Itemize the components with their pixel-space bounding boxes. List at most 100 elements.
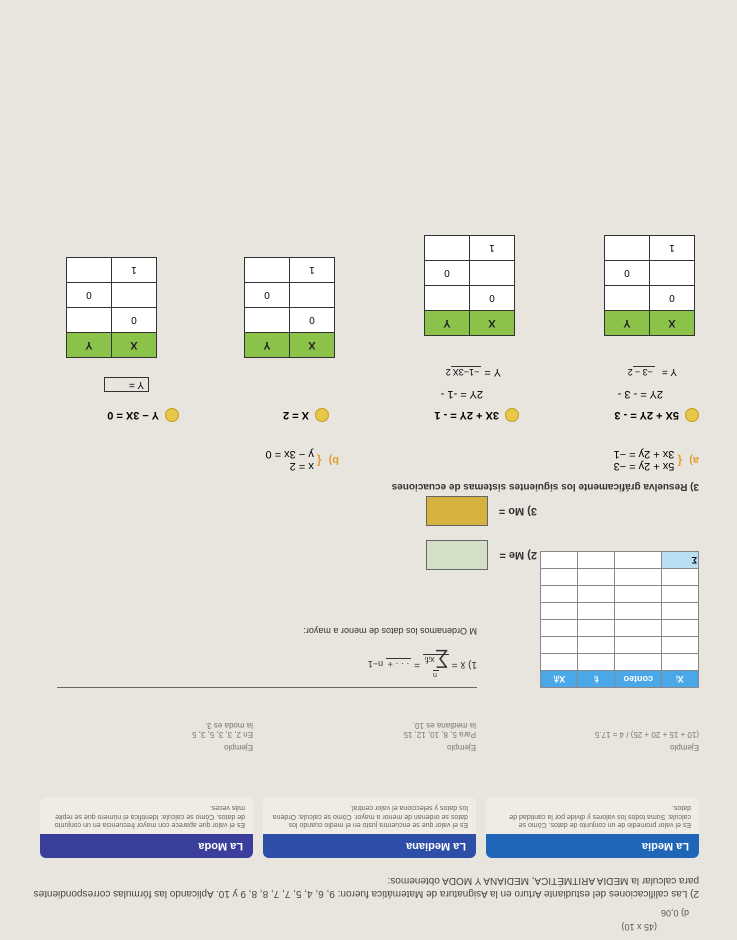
table-row — [541, 586, 699, 603]
th-y: Y — [245, 333, 290, 358]
question-2: 2) Las calificaciones del estudiante Art… — [20, 874, 699, 900]
col4-heading: Y − 3X = 0 — [107, 408, 179, 422]
ej-txt-2: Para 5, 8, 10, 12, 15 la mediana es 10. — [263, 721, 476, 739]
table-row: 0 — [67, 283, 157, 308]
xy-table-3: XY 0 0 1 — [244, 257, 335, 358]
me-label: 2) Me = — [499, 549, 537, 561]
mo-label: 3) Mo = — [499, 505, 537, 517]
th-x: X — [470, 311, 515, 336]
table-row: 0 — [67, 308, 157, 333]
sum-row: Σ — [541, 552, 699, 569]
sum-label: Σ — [662, 552, 699, 569]
xy-table-4: XY 0 0 1 — [66, 257, 157, 358]
result-frac: · · · + n−1 — [368, 660, 412, 670]
card-media-body: Es el valor promedio de un conjunto de d… — [486, 797, 699, 834]
table-row: 1 — [425, 236, 515, 261]
brace-icon: { — [677, 454, 682, 468]
sys-b-label: b) — [329, 454, 339, 466]
me-swatch — [426, 540, 488, 570]
dot-icon — [165, 408, 179, 422]
dot-icon — [685, 408, 699, 422]
table-row: 0 — [605, 261, 695, 286]
table-row — [541, 569, 699, 586]
table-row: 0 — [245, 308, 335, 333]
sys-a-eq1: 5x + 2y = −3 — [614, 460, 675, 472]
frequency-table: Xᵢ conteo fᵢ Xᵢfᵢ Σ — [540, 551, 699, 688]
c2-ft: −1−3X — [451, 366, 482, 377]
dot-icon — [315, 408, 329, 422]
sys-b-eq2: y − 3x = 0 — [266, 448, 314, 460]
ej-lbl-1: Ejemplo — [486, 743, 699, 752]
mo-swatch — [426, 496, 488, 526]
xy-table-2: XY 0 0 1 — [424, 235, 515, 336]
table-row: 0 — [425, 286, 515, 311]
xy-table-1: XY 0 0 1 — [604, 235, 695, 336]
ejemplo-mediana: Ejemplo Para 5, 8, 10, 12, 15 la mediana… — [263, 721, 476, 752]
order-text: M Ordenamos los datos de menor a mayor: — [57, 626, 477, 636]
th-y: Y — [605, 311, 650, 336]
eq-sign: = — [411, 659, 420, 670]
table-row: 0 — [605, 286, 695, 311]
dot-icon — [505, 408, 519, 422]
col2-heading: 3X + 2Y = - 1 — [434, 408, 519, 422]
frac-bot: n−1 — [368, 660, 383, 670]
col1-sub: 2Y = - 3 - — [618, 388, 663, 400]
brace-icon: { — [317, 454, 322, 468]
col4-ybox: Y = — [104, 377, 149, 392]
card-moda: La Moda Es el valor que aparece con mayo… — [40, 797, 253, 858]
mean-formula: 1) x̄ = n∑xᵢfᵢ = · · · + n−1 M Ordenamos… — [57, 626, 477, 688]
card-media: La Media Es el valor promedio de un conj… — [486, 797, 699, 858]
table-row: 0 — [425, 261, 515, 286]
table-row — [541, 637, 699, 654]
ejemplo-media: Ejemplo (10 + 15 + 20 + 25) / 4 = 17.5 — [486, 721, 699, 752]
col1-heading: 5X + 2Y = - 3 — [614, 408, 699, 422]
me-mo-block: 2) Me = 3) Mo = — [426, 496, 537, 570]
ej-lbl-2: Ejemplo — [263, 743, 476, 752]
table-row: 1 — [67, 258, 157, 283]
sigma-expr: xᵢfᵢ — [425, 655, 435, 665]
sys-a-eq2: 3x + 2y = −1 — [614, 448, 675, 460]
table-row — [541, 603, 699, 620]
xbar-lhs: 1) x̄ = — [452, 659, 477, 670]
table-row: 0 — [245, 283, 335, 308]
col2-yfrac: Y = −1−3X2 — [446, 366, 501, 378]
table-row — [541, 654, 699, 671]
sigma-icon: ∑ — [435, 648, 449, 671]
ej-txt-3: En 2, 3, 3, 5, 3, 5 la moda es 3. — [40, 721, 253, 739]
c1-fb: 2 — [628, 367, 633, 377]
ejemplo-moda: Ejemplo En 2, 3, 3, 5, 3, 5 la moda es 3… — [40, 721, 253, 752]
th-conteo: conteo — [615, 671, 662, 688]
system-a: a) { 5x + 2y = −3 3x + 2y = −1 — [614, 448, 699, 472]
sigma-frac: n∑xᵢfᵢ — [423, 648, 449, 681]
system-b: b) { x = 2 y − 3x = 0 — [266, 448, 340, 472]
card-media-title: La Media — [486, 834, 699, 858]
col3-heading: X = 2 — [283, 408, 329, 422]
th-x: X — [650, 311, 695, 336]
card-moda-body: Es el valor que aparece con mayor frecue… — [40, 797, 253, 834]
c2-fb: 2 — [446, 367, 451, 377]
th-xi: Xᵢ — [662, 671, 699, 688]
header-val1: d) 0,06 — [661, 908, 689, 918]
ej-lbl-3: Ejemplo — [40, 743, 253, 752]
th-y: Y — [67, 333, 112, 358]
table-row — [541, 620, 699, 637]
table-row: 1 — [605, 236, 695, 261]
card-mediana: La Mediana Es el valor que se encuentra … — [263, 797, 476, 858]
sys-b-eq1: x = 2 — [266, 460, 314, 472]
th-x: X — [290, 333, 335, 358]
header-val2: (45 x 10) — [621, 922, 657, 932]
question-3: 3) Resuelva gráficamente los siguientes … — [392, 481, 699, 492]
table-row: 1 — [245, 258, 335, 283]
col1-yfrac: Y = −3 −2 — [628, 365, 681, 378]
card-mediana-title: La Mediana — [263, 834, 476, 858]
card-mediana-body: Es el valor que se encuentra justo en el… — [263, 797, 476, 834]
ejemplos-row: Ejemplo (10 + 15 + 20 + 25) / 4 = 17.5 E… — [40, 721, 699, 752]
th-fi: fᵢ — [578, 671, 615, 688]
th-xifi: Xᵢfᵢ — [541, 671, 578, 688]
ej-txt-1: (10 + 15 + 20 + 25) / 4 = 17.5 — [486, 730, 699, 739]
col2-sub: 2Y = -1 - — [441, 388, 483, 400]
stat-cards: La Media Es el valor promedio de un conj… — [40, 797, 699, 858]
c1-ft: −3 − — [633, 366, 655, 377]
sigma-top: n — [433, 671, 437, 678]
th-x: X — [112, 333, 157, 358]
